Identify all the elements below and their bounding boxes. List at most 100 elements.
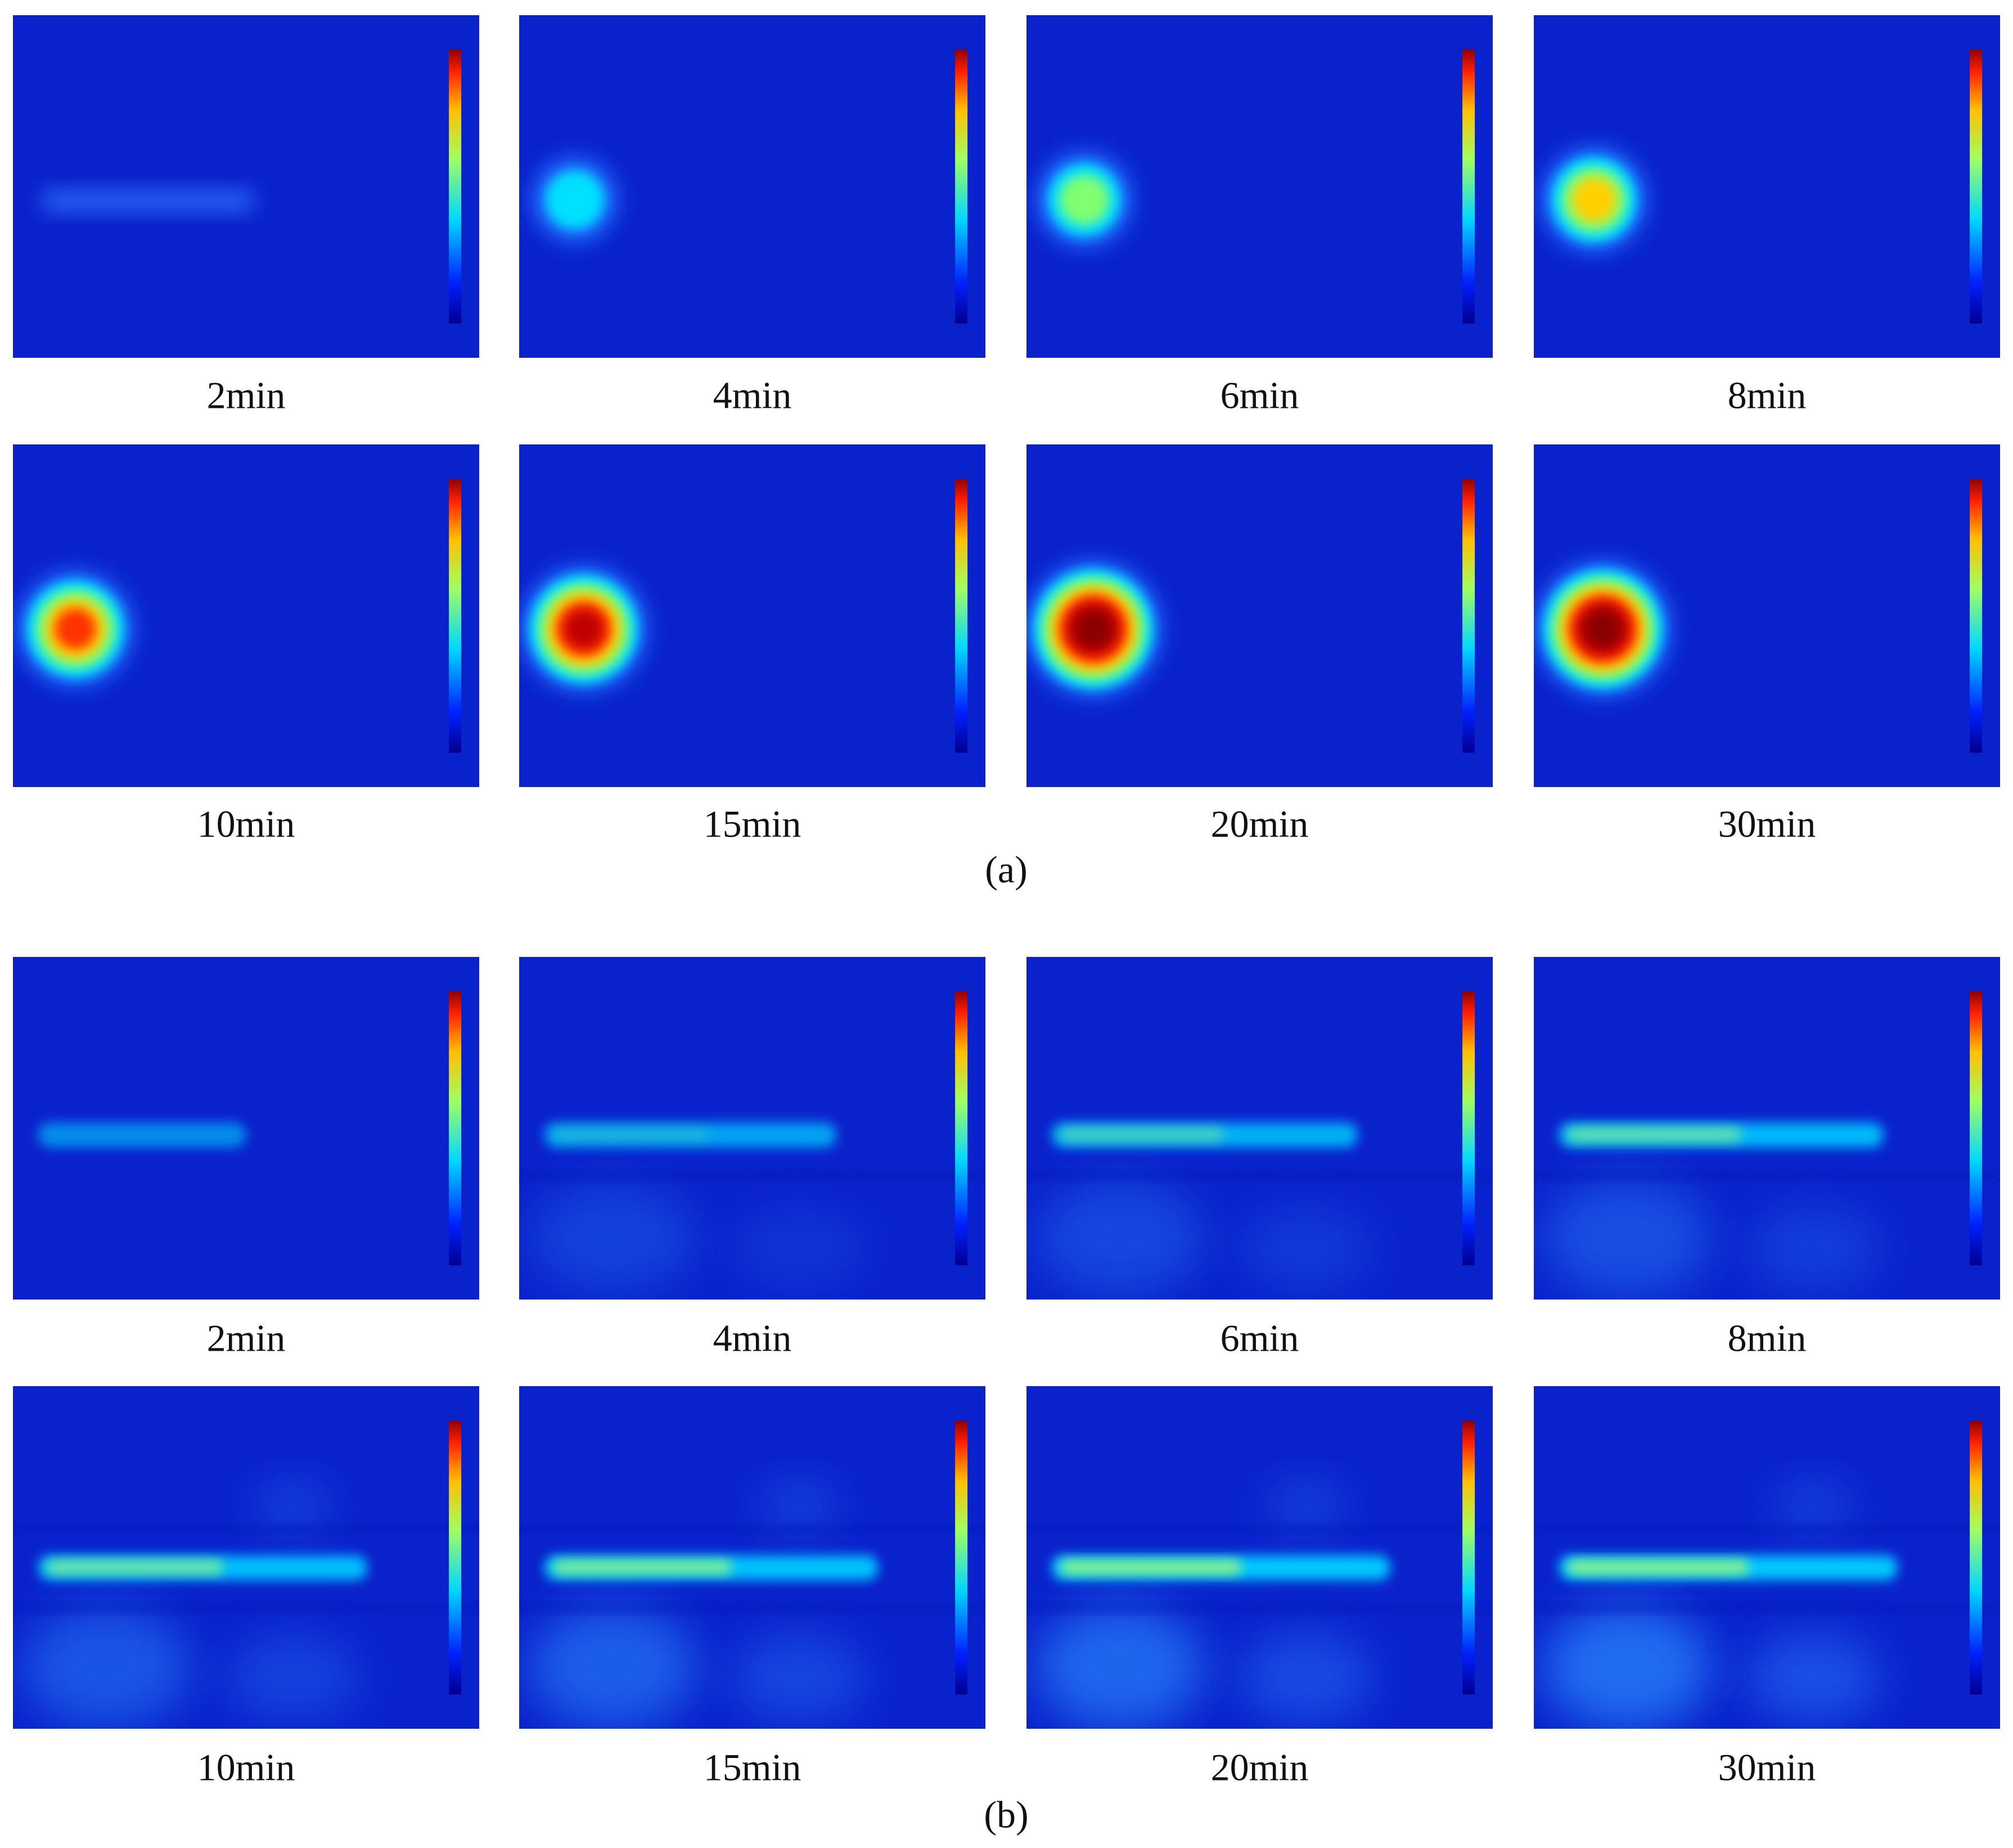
streak-core <box>553 1127 709 1142</box>
lower-glow <box>1746 1204 1881 1292</box>
image-content <box>1534 957 2000 1300</box>
thermal-image <box>1026 444 1493 787</box>
hot-spot <box>1059 174 1110 225</box>
lower-glow <box>1239 1206 1374 1291</box>
image-content <box>519 444 985 787</box>
dark-band <box>519 1525 985 1532</box>
thermal-image <box>1026 957 1493 1300</box>
image-content <box>1026 15 1493 358</box>
dark-band <box>1026 1604 1493 1612</box>
panel-caption: 8min <box>1728 1317 1807 1360</box>
dark-band <box>1534 1604 2000 1612</box>
colorbar <box>1462 991 1475 1266</box>
lower-glow <box>731 1207 867 1289</box>
streak-core <box>1568 1127 1741 1142</box>
hot-spot <box>55 608 96 650</box>
colorbar <box>449 478 462 753</box>
image-content <box>13 444 479 787</box>
panel-caption: 10min <box>197 803 295 846</box>
dark-band <box>519 1604 985 1612</box>
hot-spot <box>564 609 604 649</box>
upper-glow <box>253 1483 332 1528</box>
image-content <box>1026 1386 1493 1729</box>
panel-caption: 10min <box>197 1746 295 1789</box>
thermal-image <box>519 15 985 358</box>
lower-glow <box>1542 1178 1712 1297</box>
hot-spot <box>545 170 605 230</box>
lower-glow <box>21 1607 191 1728</box>
hot-spot <box>1584 610 1622 648</box>
streak-core <box>1568 1559 1749 1575</box>
image-content <box>519 1386 985 1729</box>
upper-glow <box>759 1483 839 1528</box>
colorbar <box>1970 478 1983 753</box>
panel-caption: 4min <box>713 374 792 417</box>
part-label: (a) <box>985 848 1027 891</box>
streak <box>41 190 255 212</box>
panel-caption: 20min <box>1211 1746 1309 1789</box>
image-content <box>13 957 479 1300</box>
image-content <box>1534 1386 2000 1729</box>
upper-glow <box>1774 1483 1853 1528</box>
panel-caption: 15min <box>704 803 801 846</box>
thermal-image <box>13 1386 479 1729</box>
lower-glow <box>528 1606 697 1728</box>
panel-caption: 2min <box>207 374 286 417</box>
part-label: (b) <box>984 1793 1028 1836</box>
thermal-image <box>519 957 985 1300</box>
image-content <box>519 15 985 358</box>
thermal-image <box>13 15 479 358</box>
lower-glow <box>225 1633 361 1721</box>
panel-caption: 6min <box>1221 374 1299 417</box>
dark-band <box>1534 1525 2000 1532</box>
image-content <box>13 15 479 358</box>
lower-glow <box>1542 1605 1712 1729</box>
dark-band <box>519 1171 985 1180</box>
thermal-image <box>519 444 985 787</box>
lower-glow <box>528 1182 697 1293</box>
streak-core <box>47 1559 223 1575</box>
streak-core <box>1060 1559 1242 1575</box>
background <box>13 15 479 358</box>
image-content <box>1026 444 1493 787</box>
thermal-image <box>1026 15 1493 358</box>
dark-band <box>1534 1171 2000 1180</box>
panel-caption: 30min <box>1718 803 1816 846</box>
panel-caption: 2min <box>207 1317 286 1360</box>
panel-caption: 15min <box>704 1746 801 1789</box>
image-content <box>13 1386 479 1729</box>
colorbar <box>955 49 968 324</box>
thermal-image <box>13 444 479 787</box>
dark-band <box>1026 1525 1493 1532</box>
thermal-image <box>1534 1386 2000 1729</box>
thermal-image <box>1534 15 2000 358</box>
panel-caption: 6min <box>1221 1317 1299 1360</box>
colorbar <box>449 1420 462 1695</box>
thermal-image <box>519 1386 985 1729</box>
streak-core <box>553 1559 732 1575</box>
colorbar <box>1970 49 1983 324</box>
panel-caption: 30min <box>1718 1746 1816 1789</box>
colorbar <box>955 991 968 1266</box>
colorbar <box>1462 478 1475 753</box>
colorbar <box>955 1420 968 1695</box>
streak-core <box>1060 1127 1224 1142</box>
hot-spot <box>1075 610 1112 648</box>
colorbar <box>955 478 968 753</box>
colorbar <box>449 991 462 1266</box>
hot-spot <box>1571 177 1616 222</box>
dark-band <box>13 1604 479 1612</box>
dark-band <box>1026 1171 1493 1180</box>
colorbar <box>449 49 462 324</box>
thermal-image <box>1026 1386 1493 1729</box>
lower-glow <box>731 1633 867 1722</box>
lower-glow <box>1746 1632 1881 1723</box>
upper-glow <box>1267 1483 1346 1528</box>
image-content <box>1026 957 1493 1300</box>
colorbar <box>1970 1420 1983 1695</box>
panel-caption: 20min <box>1211 803 1309 846</box>
lower-glow <box>1035 1605 1204 1729</box>
thermal-image <box>13 957 479 1300</box>
image-content <box>1534 15 2000 358</box>
